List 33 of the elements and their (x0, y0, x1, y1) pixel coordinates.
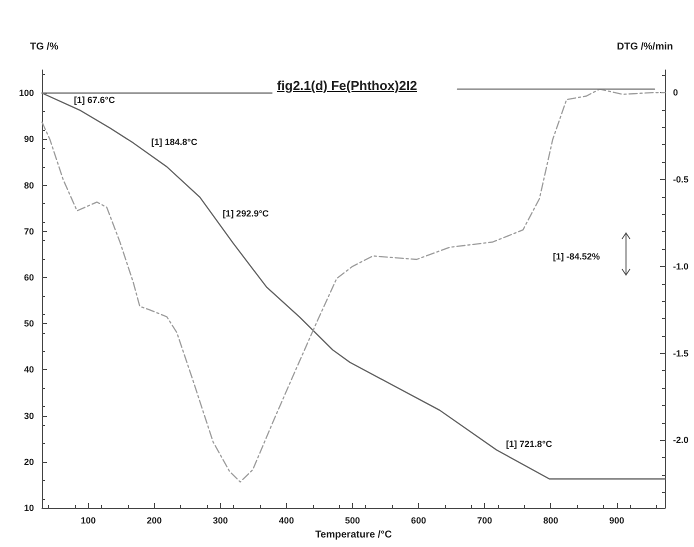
x-tick-label: 200 (146, 516, 162, 526)
y2-tick-label: -1.5 (673, 348, 689, 358)
annotation: [1] 721.8°C (506, 439, 553, 450)
y-axis-title: TG /% (30, 42, 58, 52)
annotation: [1] 292.9°C (222, 208, 270, 219)
x-tick-label: 300 (212, 516, 228, 526)
y-tick-label: 100 (18, 88, 34, 98)
y-tick-label: 30 (24, 410, 34, 421)
y-tick-label: 10 (24, 503, 34, 513)
annotation: [1] 67.6°C (74, 95, 116, 106)
y2-axis-title: DTG /%/min (616, 42, 673, 52)
y2-tick-label: -1.0 (673, 261, 689, 272)
x-tick-label: 800 (543, 516, 558, 526)
x-tick-label: 500 (344, 516, 360, 526)
x-tick-label: 100 (80, 516, 96, 526)
y-tick-label: 80 (24, 180, 34, 190)
x-tick-label: 900 (609, 516, 624, 526)
y-tick-label: 60 (24, 272, 34, 282)
y-tick-label: 50 (24, 318, 34, 329)
y-tick-label: 20 (24, 456, 34, 467)
y-tick-label: 90 (24, 134, 34, 144)
x-axis-title: Temperature /°C (315, 529, 392, 540)
text: fig2.1(d) Fe(Phthox)2I2 (276, 78, 418, 93)
annotation: [1] -84.52% (552, 251, 600, 262)
y2-tick-label: -2.0 (673, 435, 689, 446)
y2-tick-label: 0 (673, 88, 678, 98)
x-tick-label: 600 (411, 516, 426, 526)
y2-tick-label: -0.5 (673, 174, 689, 184)
x-tick-label: 700 (477, 516, 492, 526)
x-tick-label: 400 (278, 516, 294, 526)
y-tick-label: 70 (24, 226, 34, 236)
annotation: [1] 184.8°C (151, 137, 198, 148)
y-tick-label: 40 (24, 364, 34, 375)
